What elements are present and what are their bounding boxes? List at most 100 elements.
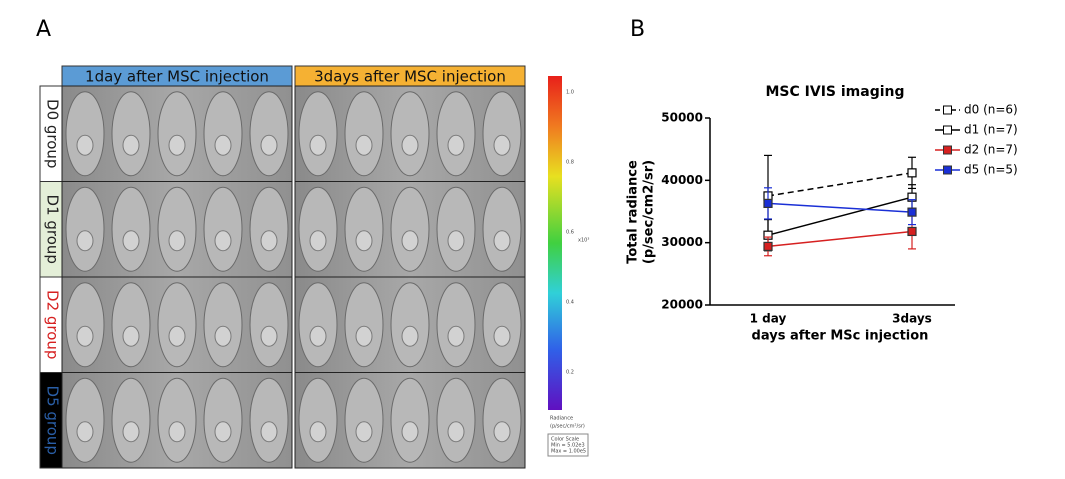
- colorbar-tick: 0.8: [566, 160, 574, 166]
- mouse: [390, 186, 430, 272]
- colorbar-labels: 1.0 0.8 0.6 0.4 0.2 x10³ Radiance (p/sec/cm²/sr…: [547, 90, 589, 457]
- mouse-belly: [76, 230, 94, 252]
- legend-label: d1 (n=7): [964, 123, 1018, 137]
- marker: [763, 241, 773, 252]
- mouse: [65, 282, 105, 368]
- mouse-belly: [214, 421, 232, 443]
- mouse-belly: [260, 325, 278, 347]
- mouse-belly: [168, 134, 186, 156]
- chart: 20000 30000 40000 50000 1 day 3days d0 (n=6) d1…: [661, 103, 1017, 326]
- series-line: [767, 202, 913, 213]
- mouse: [249, 186, 289, 272]
- legend-marker: [943, 125, 952, 135]
- mouse: [157, 91, 197, 177]
- mouse: [111, 377, 151, 463]
- legend-label: d0 (n=6): [964, 103, 1018, 117]
- column-header-text: 1day after MSC injection: [85, 68, 269, 86]
- image-grid: 1day after MSC injection 3days after MSC …: [39, 65, 526, 469]
- mouse-belly: [493, 230, 511, 252]
- mouse-belly: [309, 325, 327, 347]
- mouse: [436, 186, 476, 272]
- row-header-text: D1 group: [44, 195, 62, 264]
- mouse-belly: [260, 421, 278, 443]
- row-header-text: D0 group: [44, 99, 62, 168]
- row-header-text: D5 group: [44, 386, 62, 455]
- colorbar-tick: 0.6: [566, 230, 574, 236]
- mouse: [298, 282, 338, 368]
- mouse-belly: [214, 134, 232, 156]
- mouse-belly: [122, 134, 140, 156]
- series-line: [767, 196, 913, 236]
- mouse-belly: [447, 134, 465, 156]
- mouse: [298, 186, 338, 272]
- row-header-text: D2 group: [44, 290, 62, 359]
- mouse: [482, 282, 522, 368]
- mouse: [482, 91, 522, 177]
- mouse-belly: [76, 134, 94, 156]
- mouse: [436, 282, 476, 368]
- mouse-belly: [76, 421, 94, 443]
- mouse-belly: [168, 230, 186, 252]
- mouse: [390, 282, 430, 368]
- mouse-belly: [493, 325, 511, 347]
- mouse: [436, 377, 476, 463]
- mouse-belly: [309, 134, 327, 156]
- mouse-belly: [355, 421, 373, 443]
- mouse: [298, 91, 338, 177]
- mouse-belly: [168, 325, 186, 347]
- mouse: [344, 186, 384, 272]
- mouse: [111, 91, 151, 177]
- mouse-belly: [168, 421, 186, 443]
- mouse: [65, 186, 105, 272]
- marker: [763, 198, 773, 208]
- panel-label: A: [36, 17, 51, 42]
- mouse-belly: [309, 230, 327, 252]
- y-tick-label: 40000: [661, 173, 703, 187]
- mouse: [482, 186, 522, 272]
- mouse-belly: [214, 325, 232, 347]
- mouse-belly: [122, 325, 140, 347]
- colorbar-tick: 0.4: [566, 300, 574, 306]
- marker: [907, 168, 917, 178]
- colorbar-title-unit: (p/sec/cm²/sr): [550, 424, 585, 430]
- legend-label: d5 (n=5): [964, 163, 1018, 177]
- color-scale-box: [547, 433, 589, 457]
- legend-label: d2 (n=7): [964, 143, 1018, 157]
- mouse: [65, 91, 105, 177]
- marker: [907, 226, 917, 237]
- series-line: [767, 230, 913, 248]
- colorbar-title: Radiance: [550, 416, 573, 422]
- mouse-belly: [493, 421, 511, 443]
- panel-label: B: [630, 17, 645, 42]
- legend-marker: [943, 145, 952, 155]
- legend-marker: [943, 105, 952, 115]
- mouse-belly: [122, 230, 140, 252]
- mouse-belly: [76, 325, 94, 347]
- mouse: [344, 91, 384, 177]
- colorbar-unit: x10³: [578, 238, 589, 244]
- mouse-belly: [401, 421, 419, 443]
- mouse: [249, 91, 289, 177]
- mouse: [436, 91, 476, 177]
- x-tick-label: 1 day: [750, 312, 787, 326]
- legend-marker: [943, 165, 952, 175]
- mouse: [157, 282, 197, 368]
- mouse-belly: [260, 134, 278, 156]
- color-scale-text: Min = 5.02e3: [551, 443, 585, 449]
- mouse: [203, 377, 243, 463]
- y-axis-label: Total radiance: [626, 160, 641, 264]
- mouse-belly: [447, 230, 465, 252]
- mouse-belly: [401, 230, 419, 252]
- x-tick-label: 3days: [892, 312, 932, 326]
- mouse: [203, 186, 243, 272]
- y-tick-label: 30000: [661, 235, 703, 249]
- mouse-belly: [309, 421, 327, 443]
- mouse: [65, 377, 105, 463]
- marker: [907, 207, 917, 217]
- mouse: [344, 282, 384, 368]
- mouse: [482, 377, 522, 463]
- mouse-belly: [355, 230, 373, 252]
- series-line: [767, 172, 913, 197]
